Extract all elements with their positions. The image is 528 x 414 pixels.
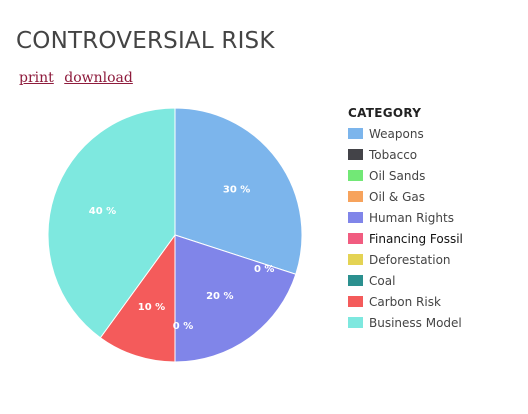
legend-item-carbon-risk[interactable]: Carbon Risk xyxy=(348,291,463,312)
legend-swatch xyxy=(348,128,363,139)
pie-label-weapons: 30 % xyxy=(223,185,250,196)
legend-label: Tobacco xyxy=(369,147,418,162)
legend-label: Business Model xyxy=(369,315,462,330)
legend-swatch xyxy=(348,212,363,223)
legend-title: CATEGORY xyxy=(348,106,422,120)
legend-swatch xyxy=(348,170,363,181)
legend-item-oil-and-gas[interactable]: Oil & Gas xyxy=(348,186,463,207)
legend-label: Deforestation xyxy=(369,252,451,267)
legend-swatch xyxy=(348,275,363,286)
legend-item-weapons[interactable]: Weapons xyxy=(348,123,463,144)
legend-label: Oil & Gas xyxy=(369,189,426,204)
pie-slice-business-model[interactable] xyxy=(47,107,176,339)
action-links: print download xyxy=(19,70,139,86)
pie-label-coal: 0 % xyxy=(173,321,193,332)
pie-slice-carbon-risk[interactable] xyxy=(99,234,176,363)
legend-label: Coal xyxy=(369,273,396,288)
legend-swatch xyxy=(348,191,363,202)
pie-slices xyxy=(47,107,303,363)
legend-swatch xyxy=(348,317,363,328)
legend-item-coal[interactable]: Coal xyxy=(348,270,463,291)
legend-label: Financing Fossil xyxy=(369,231,463,246)
pie-slice-weapons[interactable] xyxy=(174,107,303,275)
legend-swatch xyxy=(348,233,363,244)
download-link[interactable]: download xyxy=(64,70,133,86)
print-link[interactable]: print xyxy=(19,70,54,86)
pie-label-tobacco: 0 % xyxy=(254,264,274,275)
page-title: CONTROVERSIAL RISK xyxy=(16,28,275,54)
legend-item-business-model[interactable]: Business Model xyxy=(348,312,463,333)
legend-label: Carbon Risk xyxy=(369,294,441,309)
legend: CATEGORY Weapons Tobacco Oil Sands Oil & Ga… xyxy=(348,104,463,333)
legend-item-oil-sands[interactable]: Oil Sands xyxy=(348,165,463,186)
legend-swatch xyxy=(348,149,363,160)
legend-label: Weapons xyxy=(369,126,424,141)
legend-item-tobacco[interactable]: Tobacco xyxy=(348,144,463,165)
legend-label: Oil Sands xyxy=(369,168,426,183)
legend-label: Human Rights xyxy=(369,210,454,225)
pie-slice-human-rights[interactable] xyxy=(174,234,297,363)
pie-label-human-rights: 20 % xyxy=(206,291,233,302)
pie-label-carbon-risk: 10 % xyxy=(138,302,165,313)
legend-swatch xyxy=(348,296,363,307)
legend-swatch xyxy=(348,254,363,265)
legend-items: Weapons Tobacco Oil Sands Oil & Gas Human Ri… xyxy=(348,123,463,333)
pie-label-business-model: 40 % xyxy=(89,206,116,217)
pie-slice-labels: 30 % 0 % 20 % 0 % 10 % 40 % xyxy=(89,185,275,332)
legend-item-financing-fossil[interactable]: Financing Fossil xyxy=(348,228,463,249)
legend-item-deforestation[interactable]: Deforestation xyxy=(348,249,463,270)
legend-item-human-rights[interactable]: Human Rights xyxy=(348,207,463,228)
